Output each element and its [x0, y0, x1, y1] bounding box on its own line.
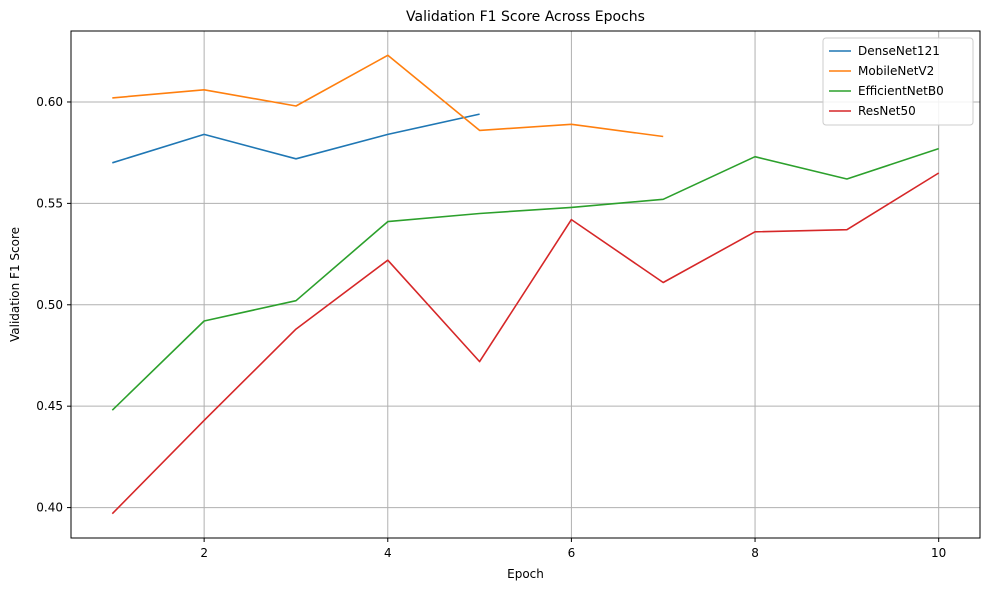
- plot-frame: [70, 30, 981, 539]
- legend-label: DenseNet121: [858, 44, 940, 58]
- x-tick-label: 2: [200, 546, 208, 560]
- x-tick-label: 4: [384, 546, 392, 560]
- series-line-efficientnetb0: [111, 147, 939, 411]
- legend-label: MobileNetV2: [858, 64, 934, 78]
- x-tick-label: 6: [568, 546, 576, 560]
- legend-label: EfficientNetB0: [858, 84, 944, 98]
- legend: DenseNet121 MobileNetV2 EfficientNetB0 ResN…: [822, 37, 974, 126]
- y-tick-label: 0.60: [36, 95, 63, 109]
- series-line-resnet50: [111, 172, 940, 515]
- chart-title: Validation F1 Score Across Epochs: [406, 9, 645, 25]
- series-lines: [111, 54, 940, 515]
- x-axis-label: Epoch: [507, 567, 544, 581]
- legend-label: ResNet50: [858, 104, 916, 118]
- series-line-mobilenetv2: [112, 54, 664, 138]
- y-tick-label: 0.45: [36, 399, 63, 413]
- y-tick-label: 0.55: [36, 196, 63, 210]
- y-tick-label: 0.40: [36, 501, 63, 515]
- y-tick-label: 0.50: [36, 298, 63, 312]
- x-tick-label: 8: [751, 546, 759, 560]
- x-tick-label: 10: [931, 546, 946, 560]
- legend-box: [822, 37, 974, 126]
- axis-ticks: 2 4 6 8 10 0.40 0.45 0.50 0.55 0.60: [36, 95, 946, 560]
- y-axis-label: Validation F1 Score: [8, 227, 22, 342]
- series-line-densenet121: [112, 113, 480, 164]
